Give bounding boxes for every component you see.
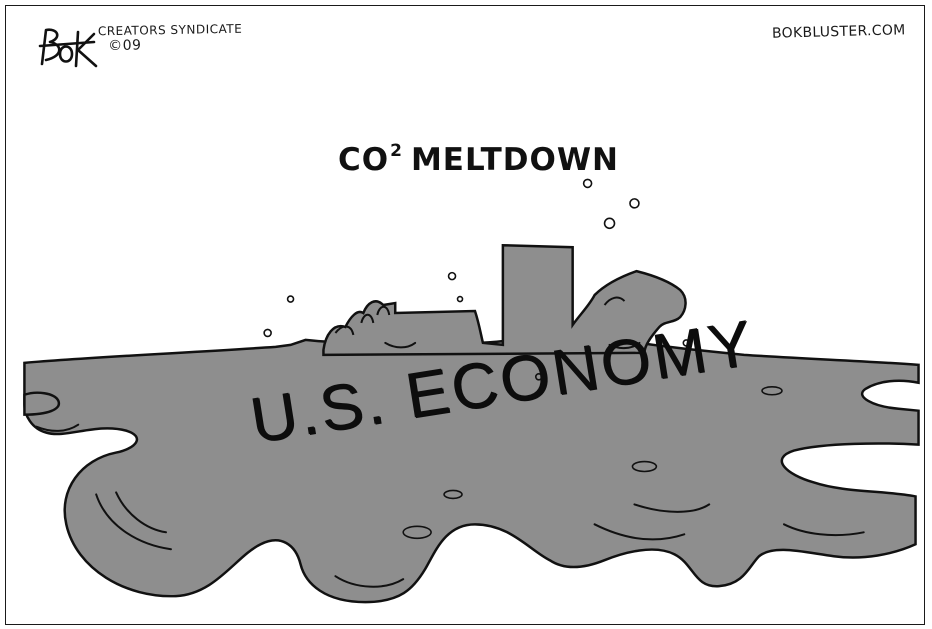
title-prefix: CO [338,142,390,178]
artist-signature-logo [38,28,98,68]
copyright-year: ©09 [107,37,142,55]
small-puddle [23,391,61,416]
syndicate-name: CREATORS SYNDICATE [97,21,243,39]
puddle-ripples [35,341,865,588]
cartoon-frame: CREATORS SYNDICATE ©09 BOKBLUSTER.COM CO… [5,5,925,625]
title-suffix: MELTDOWN [410,142,619,178]
building-details [334,296,626,336]
melting-buildings [322,243,687,357]
syndicate-credit: CREATORS SYNDICATE ©09 [98,22,243,55]
title-superscript: 2 [390,141,403,161]
melted-city-illustration [23,178,920,604]
cartoon-title: CO2 MELTDOWN [338,141,619,178]
bubbles [263,178,783,540]
